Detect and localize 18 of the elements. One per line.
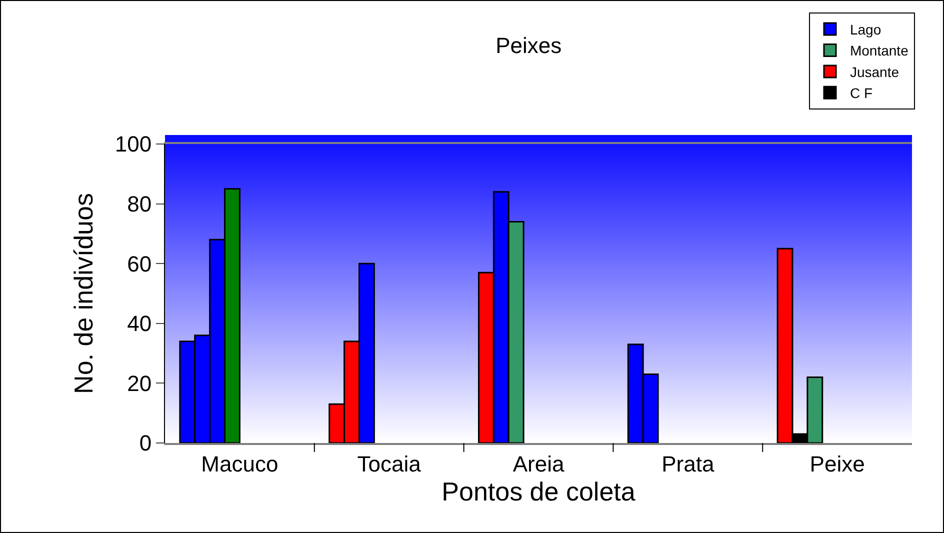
x-tick-label: Prata: [662, 451, 715, 476]
x-tick-label: Macuco: [201, 451, 278, 476]
x-tick-label: Tocaia: [357, 451, 422, 476]
legend-label: C F: [850, 85, 873, 102]
x-tick-label: Areia: [512, 451, 565, 476]
x-axis-title: Pontos de coleta: [442, 476, 636, 506]
y-axis-title: No. de indivíduos: [68, 193, 98, 394]
legend-label: Jusante: [850, 64, 900, 80]
y-tick-label: 0: [139, 430, 152, 456]
y-tick-label: 40: [127, 311, 152, 336]
legend-label: Montante: [850, 42, 909, 59]
y-tick-label: 100: [114, 132, 152, 157]
y-tick-label: 60: [127, 251, 152, 276]
x-tick-label: Peixe: [810, 451, 865, 476]
legend-label: Lago: [850, 22, 882, 38]
chart-title: Peixes: [496, 33, 562, 58]
y-tick-label: 80: [127, 192, 152, 216]
y-tick-label: 20: [127, 370, 152, 396]
